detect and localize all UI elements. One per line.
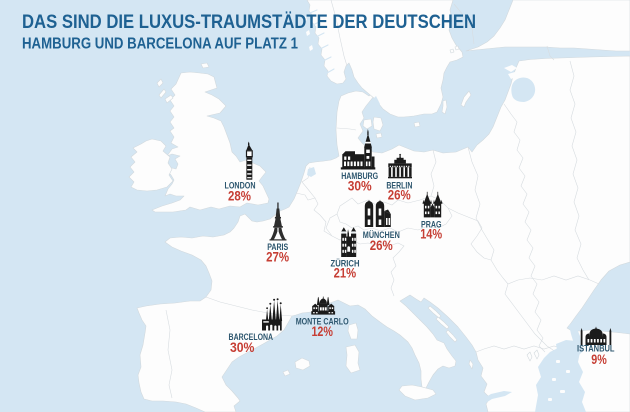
svg-text:26%: 26% [388,187,411,203]
svg-text:BERLIN: BERLIN [386,180,412,190]
svg-text:27%: 27% [266,249,289,265]
svg-text:12%: 12% [311,323,333,339]
svg-text:LONDON: LONDON [225,181,256,191]
svg-text:MÜNCHEN: MÜNCHEN [363,230,400,240]
svg-text:PRAG: PRAG [421,219,442,229]
svg-text:ISTANBUL: ISTANBUL [577,344,615,354]
svg-text:MONTE CARLO: MONTE CARLO [296,316,349,326]
svg-text:PARIS: PARIS [267,242,288,252]
svg-text:26%: 26% [370,237,393,253]
svg-text:21%: 21% [334,265,357,281]
svg-text:HAMBURG UND BARCELONA AUF PLAT: HAMBURG UND BARCELONA AUF PLATZ 1 [22,36,298,53]
svg-text:HAMBURG: HAMBURG [341,171,378,181]
svg-text:9%: 9% [591,351,607,367]
svg-text:30%: 30% [348,177,372,193]
svg-text:14%: 14% [420,225,442,241]
svg-text:DAS SIND DIE LUXUS-TRAUMSTÄDTE: DAS SIND DIE LUXUS-TRAUMSTÄDTE DER DEUTS… [22,12,476,33]
svg-text:28%: 28% [228,188,251,204]
svg-text:30%: 30% [230,339,255,355]
svg-text:ZÜRICH: ZÜRICH [331,259,360,269]
svg-text:BARCELONA: BARCELONA [229,332,274,342]
